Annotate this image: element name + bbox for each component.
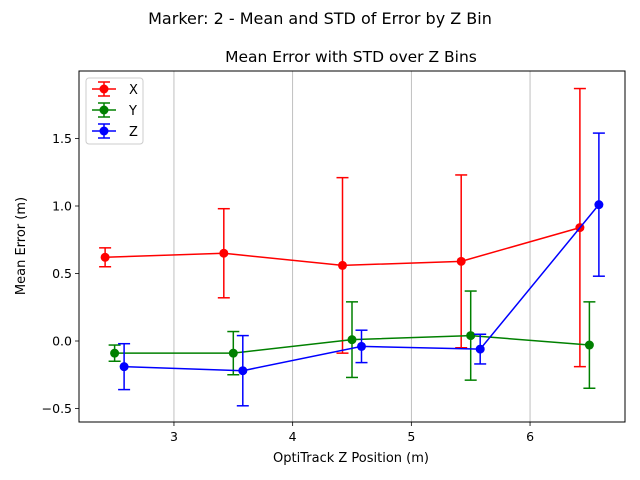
legend-frame xyxy=(85,77,144,145)
y-axis-ticks: −0.5 0.0 0.5 1.0 1.5 xyxy=(42,131,79,416)
legend-label: Y xyxy=(128,104,137,119)
data-point xyxy=(475,344,485,354)
y-tick-label: 1.5 xyxy=(52,131,72,146)
data-point xyxy=(356,341,366,351)
data-point xyxy=(347,335,357,345)
data-point xyxy=(466,331,476,341)
y-tick-label: −0.5 xyxy=(42,401,72,416)
series-y xyxy=(108,290,596,389)
legend-marker xyxy=(99,126,109,136)
y-axis-label: Mean Error (m) xyxy=(14,197,29,295)
plot-series xyxy=(99,87,605,407)
data-point xyxy=(238,366,248,376)
data-point xyxy=(119,362,129,372)
y-tick-label: 0.5 xyxy=(52,266,72,281)
x-tick-label: 3 xyxy=(170,429,178,444)
data-point xyxy=(219,248,229,258)
chart-title: Mean Error with STD over Z Bins xyxy=(225,48,477,66)
data-point xyxy=(228,348,238,358)
data-point xyxy=(110,348,120,358)
x-tick-label: 4 xyxy=(289,429,297,444)
data-point xyxy=(594,200,604,210)
x-axis-ticks: 3 4 5 6 xyxy=(170,422,534,444)
legend: XYZ xyxy=(85,77,144,145)
legend-label: X xyxy=(129,83,138,98)
data-point xyxy=(456,256,466,266)
legend-label: Z xyxy=(129,125,138,140)
legend-marker xyxy=(99,105,109,115)
series-z xyxy=(118,132,605,407)
y-tick-label: 1.0 xyxy=(52,199,72,214)
figure-suptitle: Marker: 2 - Mean and STD of Error by Z B… xyxy=(148,9,492,28)
data-point xyxy=(338,260,348,270)
data-point xyxy=(100,252,110,262)
legend-entry-z: Z xyxy=(92,123,138,140)
legend-marker xyxy=(99,84,109,94)
x-tick-label: 6 xyxy=(526,429,534,444)
x-tick-label: 5 xyxy=(407,429,415,444)
x-axis-label: OptiTrack Z Position (m) xyxy=(273,451,429,466)
grid-lines xyxy=(173,71,531,422)
plot-area-frame xyxy=(78,70,626,423)
data-point xyxy=(584,340,594,350)
legend-entry-x: X xyxy=(92,81,138,98)
legend-entry-y: Y xyxy=(92,102,137,119)
y-tick-label: 0.0 xyxy=(52,334,72,349)
